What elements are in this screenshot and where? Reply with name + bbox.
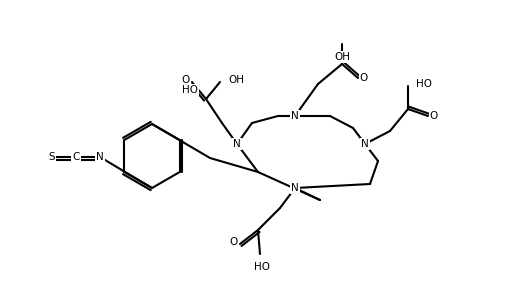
Text: C: C	[73, 152, 80, 162]
Text: O: O	[360, 73, 368, 83]
Text: HO: HO	[182, 85, 198, 95]
Text: O: O	[182, 75, 190, 85]
Text: HO: HO	[254, 262, 270, 272]
Text: O: O	[230, 237, 238, 247]
Text: HO: HO	[416, 79, 432, 89]
Text: OH: OH	[334, 52, 350, 62]
Text: N: N	[361, 139, 369, 149]
Text: OH: OH	[228, 75, 244, 85]
Text: N: N	[291, 111, 299, 121]
Text: S: S	[49, 152, 55, 162]
Text: O: O	[430, 111, 438, 121]
Text: N: N	[233, 139, 241, 149]
Text: N: N	[291, 183, 299, 193]
Text: N: N	[96, 152, 104, 162]
